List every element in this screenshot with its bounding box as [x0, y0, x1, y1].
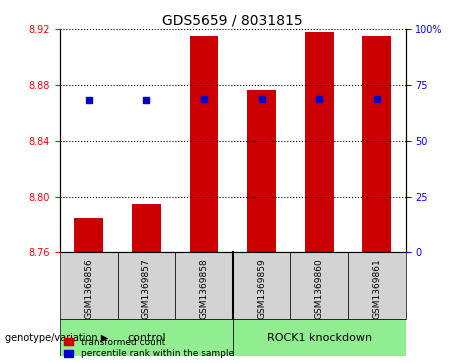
Text: GSM1369859: GSM1369859 — [257, 258, 266, 319]
Text: GSM1369861: GSM1369861 — [372, 258, 381, 319]
Bar — [233, 319, 406, 356]
Title: GDS5659 / 8031815: GDS5659 / 8031815 — [162, 14, 303, 28]
Text: GSM1369856: GSM1369856 — [84, 258, 93, 319]
Text: control: control — [127, 333, 165, 343]
Bar — [233, 252, 290, 319]
Bar — [132, 204, 161, 252]
Bar — [290, 252, 348, 319]
Bar — [60, 319, 233, 356]
Bar — [305, 32, 334, 252]
Text: GSM1369858: GSM1369858 — [200, 258, 208, 319]
Text: GSM1369860: GSM1369860 — [315, 258, 324, 319]
Text: ROCK1 knockdown: ROCK1 knockdown — [266, 333, 372, 343]
Bar — [60, 252, 118, 319]
Text: GSM1369857: GSM1369857 — [142, 258, 151, 319]
Bar — [348, 252, 406, 319]
Bar — [247, 90, 276, 252]
Text: genotype/variation ▶: genotype/variation ▶ — [5, 333, 108, 343]
Bar — [118, 252, 175, 319]
Bar — [362, 36, 391, 252]
Bar — [74, 217, 103, 252]
Bar — [189, 36, 219, 252]
Bar — [175, 252, 233, 319]
Legend: transformed count, percentile rank within the sample: transformed count, percentile rank withi… — [65, 338, 234, 359]
